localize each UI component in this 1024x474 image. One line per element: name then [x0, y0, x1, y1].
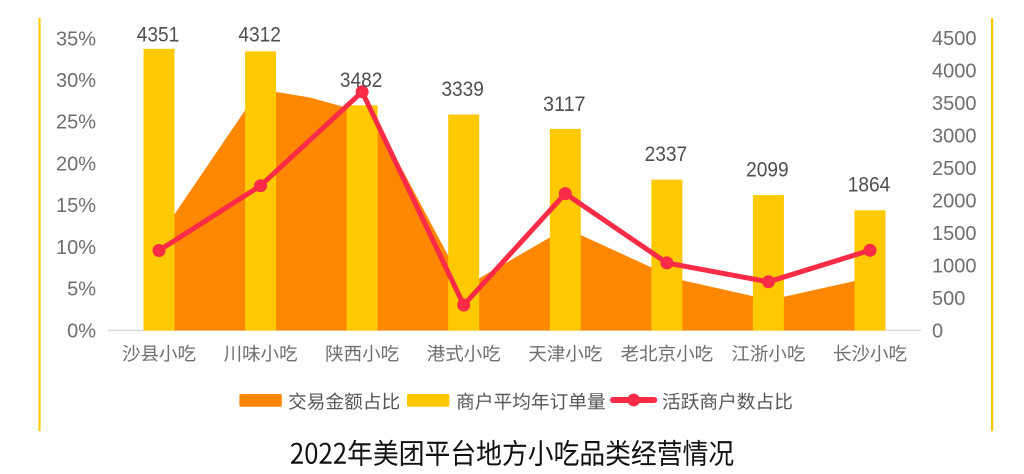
svg-text:2337: 2337 — [645, 142, 688, 166]
svg-text:30%: 30% — [56, 70, 96, 92]
svg-text:0: 0 — [932, 320, 943, 342]
svg-text:35%: 35% — [56, 28, 96, 50]
svg-text:25%: 25% — [56, 112, 96, 134]
svg-text:2099: 2099 — [746, 158, 789, 182]
svg-text:3117: 3117 — [543, 92, 586, 116]
svg-text:10%: 10% — [56, 237, 96, 259]
svg-text:3500: 3500 — [932, 93, 977, 115]
svg-text:2000: 2000 — [932, 190, 977, 212]
svg-text:0%: 0% — [67, 320, 96, 342]
svg-text:3339: 3339 — [441, 77, 484, 101]
svg-text:1500: 1500 — [932, 223, 977, 245]
svg-text:20%: 20% — [56, 153, 96, 175]
svg-text:4000: 4000 — [932, 61, 977, 83]
svg-text:5%: 5% — [67, 279, 96, 301]
svg-text:1000: 1000 — [932, 255, 977, 277]
svg-text:3482: 3482 — [340, 68, 383, 92]
svg-text:4351: 4351 — [137, 23, 180, 47]
svg-text:500: 500 — [932, 288, 965, 310]
svg-text:15%: 15% — [56, 195, 96, 217]
svg-text:4500: 4500 — [932, 28, 977, 50]
svg-text:2500: 2500 — [932, 158, 977, 180]
svg-text:3000: 3000 — [932, 126, 977, 148]
svg-text:4312: 4312 — [238, 23, 281, 47]
svg-text:1864: 1864 — [848, 173, 891, 197]
